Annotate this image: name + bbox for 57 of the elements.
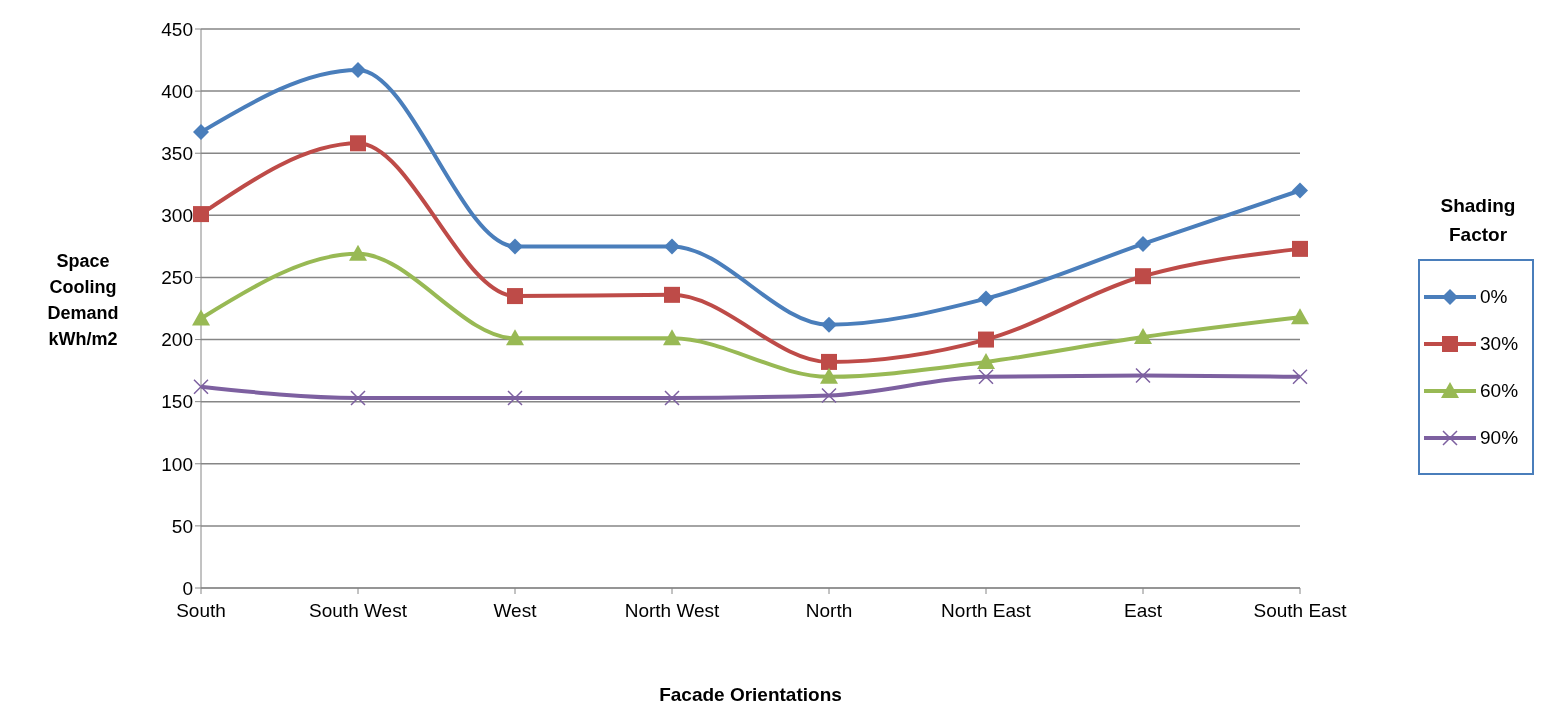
y-tick-label: 350 <box>161 142 193 164</box>
x-tick-label: East <box>1123 600 1163 622</box>
point <box>1292 369 1308 385</box>
y-tick-label: 250 <box>161 267 193 289</box>
y-tick-label: 100 <box>161 453 193 475</box>
legend-label: 0% <box>1480 285 1508 308</box>
point <box>820 367 838 384</box>
x-tick-label: South <box>176 600 226 622</box>
legend-title: Shading Factor <box>1439 194 1517 247</box>
point <box>1292 240 1308 257</box>
legend-label: 30% <box>1480 332 1519 355</box>
y-tick-label: 400 <box>161 80 193 102</box>
point <box>1135 268 1151 285</box>
point <box>350 61 366 78</box>
y-axis-title: Space Cooling Demand kWh/m2 <box>46 250 120 351</box>
point <box>978 369 994 385</box>
x-tick-label: South East <box>1253 600 1348 622</box>
y-tick-label: 150 <box>161 391 193 413</box>
point <box>663 329 681 346</box>
y-tick-label: 200 <box>161 329 193 351</box>
point <box>193 379 209 395</box>
legend-label: 60% <box>1480 379 1519 402</box>
point <box>1135 235 1151 252</box>
point <box>664 390 680 406</box>
x-tick-label: South West <box>309 600 408 622</box>
point <box>664 286 680 303</box>
point <box>192 309 210 326</box>
point <box>507 390 523 406</box>
point <box>978 290 994 307</box>
point <box>506 329 524 346</box>
point <box>977 352 995 369</box>
point <box>193 206 209 223</box>
point <box>1135 367 1151 384</box>
point <box>350 135 366 152</box>
y-tick-label: 450 <box>161 18 193 40</box>
point <box>821 387 837 404</box>
point <box>1134 328 1152 345</box>
point <box>1292 182 1308 199</box>
legend-label: 90% <box>1480 426 1519 449</box>
point <box>507 238 523 255</box>
y-tick-label: 300 <box>161 205 193 227</box>
x-tick-label: West <box>493 600 538 622</box>
y-tick-label: 0 <box>182 577 193 599</box>
point <box>349 244 367 261</box>
point <box>821 316 837 333</box>
point <box>821 353 837 370</box>
x-tick-label: North East <box>941 600 1032 622</box>
x-tick-label: North West <box>624 600 721 622</box>
y-tick-label: 50 <box>171 515 193 537</box>
point <box>507 288 523 305</box>
x-tick-label: North <box>805 600 853 622</box>
point <box>978 331 994 348</box>
point <box>193 124 209 141</box>
point <box>664 238 680 255</box>
point <box>1291 308 1309 325</box>
x-axis-title: Facade Orientations <box>658 684 843 706</box>
point <box>350 390 366 406</box>
